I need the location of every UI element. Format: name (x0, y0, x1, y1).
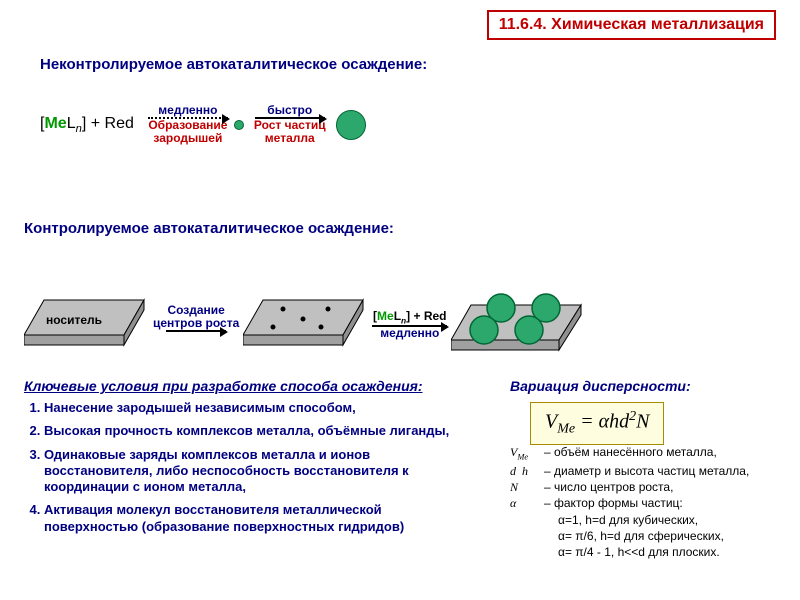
dotted-arrow-icon (148, 117, 228, 119)
list-item: Одинаковые заряды комплексов металла и и… (44, 447, 464, 496)
equation-defs: VMe– объём нанесённого металла, d h– диа… (510, 444, 790, 511)
arrow2-bottom: Рост частиц металла (254, 119, 326, 145)
sym: d h (510, 463, 544, 479)
title-text: 11.6.4. Химическая металлизация (499, 16, 764, 33)
plate-label: носитель (46, 313, 102, 327)
def-row: N– число центров роста, (510, 479, 790, 495)
sym: VMe (510, 444, 544, 463)
equation-box: VMe = αhd2N (530, 402, 664, 445)
solid-arrow-icon (255, 117, 325, 119)
section1-heading: Неконтролируемое автокаталитическое осаж… (40, 56, 427, 73)
key-heading: Ключевые условия при разработке способа … (24, 378, 423, 394)
variation-heading: Вариация дисперсности: (510, 378, 691, 394)
big-circle (336, 110, 366, 140)
arrow2-stack: быстро Рост частиц металла (254, 104, 326, 146)
plate-grown (451, 290, 586, 360)
seed-circle (234, 120, 244, 130)
arrow1-top: медленно (158, 104, 217, 117)
shape-row: α= π/4 - 1, h<<d для плоских. (558, 544, 724, 560)
arrow3-stack: Создание центров роста (153, 304, 239, 346)
def-row: VMe– объём нанесённого металла, (510, 444, 790, 463)
key-list: Нанесение зародышей независимым способом… (44, 400, 464, 542)
solid-arrow-icon (372, 325, 447, 327)
arrow2-top: быстро (267, 104, 312, 117)
def-row: α– фактор формы частиц: (510, 495, 790, 511)
solid-arrow-icon (166, 330, 226, 332)
section2-heading: Контролируемое автокаталитическое осажде… (24, 220, 394, 237)
arrow4-top: [MeLn] + Red (373, 310, 446, 326)
arrow4-stack: [MeLn] + Red медленно (372, 310, 447, 341)
list-item: Активация молекул восстановителя металли… (44, 502, 464, 535)
slide-title: 11.6.4. Химическая металлизация (487, 10, 776, 40)
list-item: Высокая прочность комплексов металла, об… (44, 423, 464, 439)
list-item: Нанесение зародышей независимым способом… (44, 400, 464, 416)
shape-row: α= π/6, h=d для сферических, (558, 528, 724, 544)
sym: N (510, 479, 544, 495)
plate-carrier: носитель (24, 295, 149, 355)
plate-spheres-icon (451, 290, 586, 360)
arrow1-bottom: Образование зародышей (148, 119, 227, 145)
shape-row: α=1, h=d для кубических, (558, 512, 724, 528)
def-row: d h– диаметр и высота частиц металла, (510, 463, 790, 479)
sym: α (510, 495, 544, 511)
arrow1-stack: медленно Образование зародышей (148, 104, 228, 146)
uncontrolled-row: [MeLn] + Red медленно Образование зароды… (40, 104, 366, 146)
controlled-row: носитель Создание центров роста [MeLn] +… (24, 290, 586, 360)
plate-dots-icon (243, 295, 368, 355)
shape-defs: α=1, h=d для кубических, α= π/6, h=d для… (558, 512, 724, 561)
complex-formula: [MeLn] + Red (40, 115, 134, 135)
plate-seeded (243, 295, 368, 355)
arrow4-bottom: медленно (380, 327, 439, 340)
